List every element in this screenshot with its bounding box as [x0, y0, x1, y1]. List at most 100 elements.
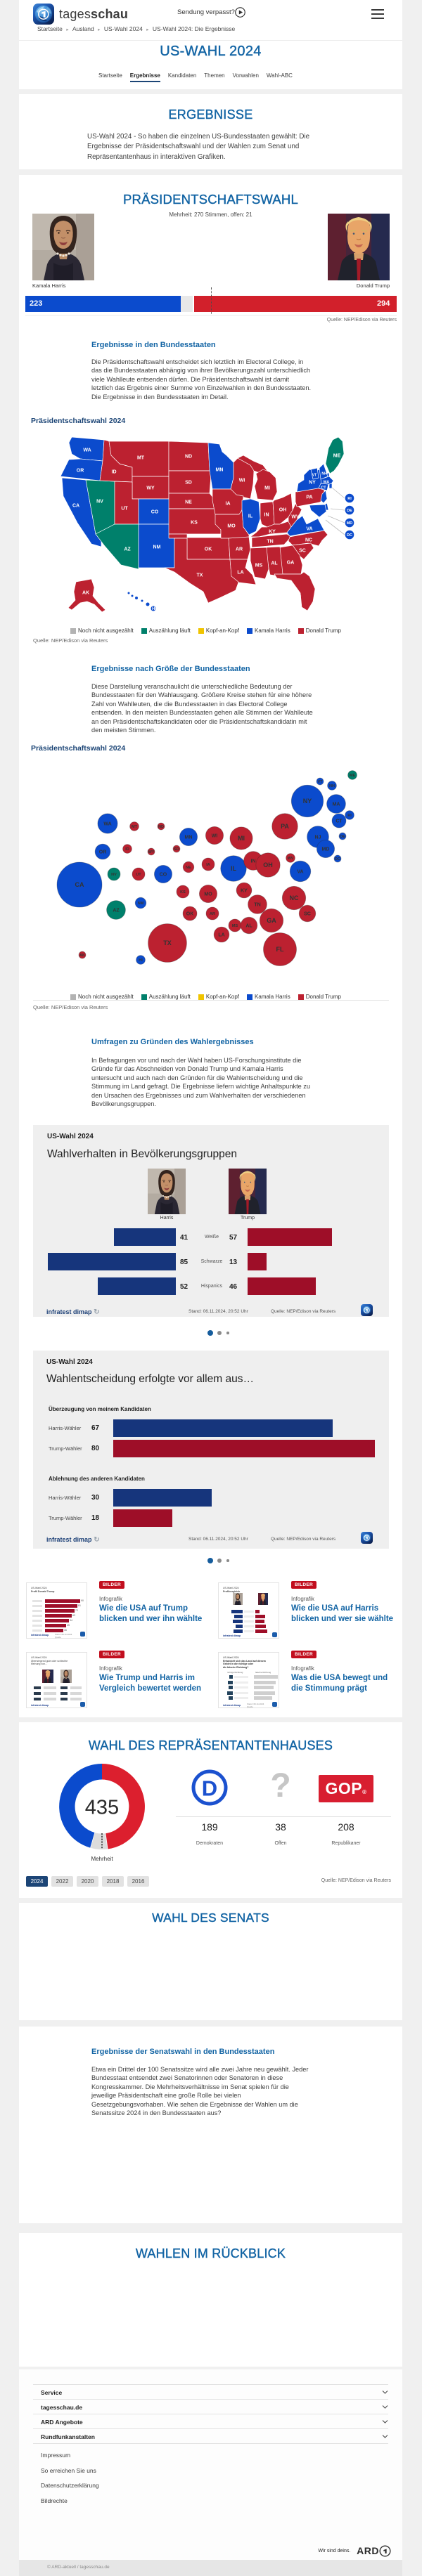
svg-text:OH: OH [279, 507, 287, 512]
svg-text:RI: RI [347, 497, 352, 501]
svg-text:UT: UT [121, 506, 128, 511]
svg-text:OR: OR [99, 850, 107, 855]
svg-text:AK: AK [79, 954, 85, 958]
svg-text:NC: NC [290, 895, 299, 902]
svg-text:KY: KY [241, 889, 248, 894]
svg-text:WA: WA [103, 822, 111, 827]
svg-text:GA: GA [267, 917, 276, 924]
svg-text:FL: FL [295, 592, 302, 597]
svg-text:OK: OK [205, 547, 212, 552]
svg-text:NV: NV [96, 499, 103, 504]
svg-text:VA: VA [297, 870, 303, 875]
svg-text:FL: FL [276, 946, 284, 953]
svg-text:AK: AK [82, 590, 89, 595]
svg-text:AZ: AZ [124, 547, 131, 552]
svg-text:MD: MD [322, 847, 330, 852]
svg-text:LA: LA [218, 933, 224, 938]
svg-text:IA: IA [206, 863, 210, 867]
svg-text:NC: NC [305, 538, 312, 542]
svg-text:NE: NE [185, 500, 192, 505]
svg-text:IL: IL [231, 865, 237, 872]
svg-text:NM: NM [153, 545, 161, 549]
svg-text:KY: KY [269, 529, 276, 534]
svg-text:ME: ME [333, 453, 341, 458]
svg-text:WV: WV [288, 857, 294, 861]
svg-text:TX: TX [197, 573, 203, 578]
svg-text:VT: VT [312, 473, 316, 477]
svg-text:SD: SD [185, 480, 192, 485]
svg-text:NH: NH [321, 471, 327, 476]
svg-text:MS: MS [232, 924, 238, 928]
svg-text:AR: AR [236, 547, 243, 552]
svg-text:DE: DE [340, 835, 345, 839]
svg-text:CT: CT [321, 486, 326, 490]
svg-text:KS: KS [180, 890, 186, 895]
svg-text:VA: VA [306, 526, 312, 531]
svg-text:AL: AL [245, 924, 252, 929]
svg-text:CA: CA [72, 503, 79, 508]
svg-text:RI: RI [347, 814, 352, 818]
svg-text:MO: MO [204, 892, 212, 897]
svg-text:LA: LA [237, 570, 243, 575]
svg-text:IA: IA [226, 501, 231, 506]
svg-text:MT: MT [132, 825, 138, 829]
svg-text:OH: OH [263, 861, 273, 869]
svg-text:MO: MO [227, 523, 236, 528]
svg-text:NY: NY [303, 798, 312, 805]
svg-text:DC: DC [335, 857, 340, 861]
svg-text:AL: AL [271, 561, 278, 566]
svg-text:MT: MT [137, 455, 145, 460]
svg-text:CT: CT [335, 819, 343, 824]
svg-text:AZ: AZ [113, 909, 120, 913]
svg-text:SD: SD [174, 847, 179, 852]
svg-text:TN: TN [267, 539, 273, 544]
svg-text:HI: HI [152, 607, 156, 611]
svg-text:VT: VT [317, 780, 323, 784]
svg-text:TN: TN [254, 903, 260, 908]
svg-text:MS: MS [255, 563, 263, 568]
svg-text:435: 435 [85, 1797, 119, 1819]
svg-text:MI: MI [264, 486, 270, 490]
svg-text:CA: CA [75, 881, 84, 888]
svg-text:MI: MI [238, 835, 245, 842]
svg-text:NV: NV [111, 873, 117, 877]
svg-text:CO: CO [151, 509, 159, 514]
svg-text:DC: DC [347, 533, 352, 538]
svg-text:PA: PA [281, 823, 289, 830]
svg-text:CO: CO [160, 873, 167, 878]
svg-text:MN: MN [185, 835, 193, 840]
svg-text:WI: WI [212, 834, 218, 839]
svg-text:WY: WY [146, 486, 155, 490]
svg-text:D: D [202, 1776, 217, 1801]
svg-text:KS: KS [191, 520, 198, 525]
svg-text:WV: WV [291, 514, 300, 519]
svg-text:MA: MA [333, 802, 340, 807]
svg-text:NY: NY [309, 480, 316, 485]
svg-text:AR: AR [210, 912, 215, 916]
svg-text:TX: TX [163, 939, 172, 947]
svg-text:ID: ID [112, 469, 117, 474]
svg-text:HI: HI [139, 958, 143, 963]
svg-text:WI: WI [239, 478, 245, 483]
svg-text:NH: NH [329, 784, 335, 788]
svg-text:GA: GA [287, 560, 295, 565]
svg-text:SC: SC [299, 548, 306, 553]
svg-text:WA: WA [83, 448, 91, 453]
svg-text:MA: MA [324, 480, 330, 484]
svg-text:ND: ND [158, 825, 164, 829]
svg-text:NM: NM [138, 902, 144, 906]
svg-text:DE: DE [347, 509, 352, 513]
svg-text:MD: MD [347, 521, 353, 526]
svg-text:MN: MN [216, 467, 224, 472]
svg-text:WY: WY [148, 850, 155, 854]
svg-text:IL: IL [248, 514, 253, 519]
svg-text:NE: NE [186, 866, 191, 870]
svg-text:UT: UT [136, 873, 141, 877]
svg-text:IN: IN [251, 859, 256, 864]
svg-text:PA: PA [306, 495, 312, 500]
svg-text:OK: OK [186, 912, 194, 917]
svg-text:ID: ID [125, 847, 129, 852]
svg-text:ND: ND [185, 454, 192, 459]
svg-text:OR: OR [77, 468, 84, 473]
svg-text:NJ: NJ [315, 835, 321, 840]
